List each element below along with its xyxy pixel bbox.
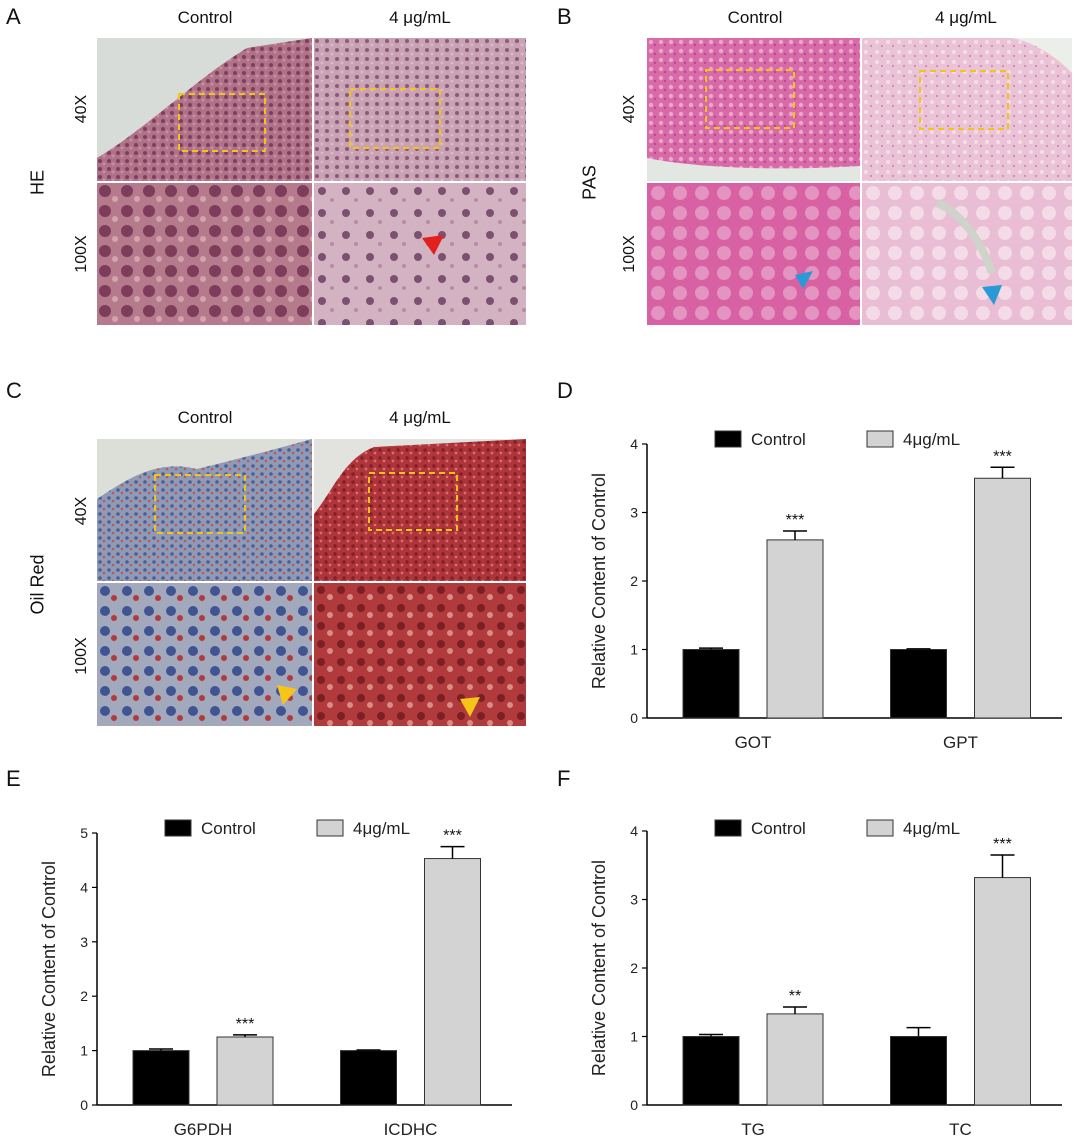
legend-label: Control <box>201 819 256 838</box>
significance-label: ** <box>789 988 801 1005</box>
row-label-100x: 100X <box>621 235 638 273</box>
bar-treated <box>424 858 481 1106</box>
significance-label: *** <box>786 512 805 529</box>
legend-swatch <box>316 819 344 837</box>
blue-arrow-icon <box>982 285 1002 305</box>
y-tick-label: 0 <box>80 1097 88 1113</box>
pas-control-40x-image <box>647 38 860 181</box>
oil-control-100x-image <box>97 583 312 726</box>
y-tick-label: 2 <box>630 960 638 976</box>
x-tick-label: GOT <box>735 733 772 752</box>
legend-swatch <box>714 430 742 448</box>
bar-treated <box>974 877 1031 1106</box>
legend-swatch <box>866 430 894 448</box>
panel-letter-d: D <box>557 378 573 403</box>
panel-letter-e: E <box>6 766 21 791</box>
pas-treated-40x-image <box>862 38 1072 181</box>
legend-swatch <box>866 819 894 837</box>
col-label-control: Control <box>177 8 233 27</box>
oil-treated-40x-image <box>314 439 526 581</box>
legend-label: 4μg/mL <box>353 819 410 838</box>
row-label-40x: 40X <box>73 94 90 124</box>
bar-treated <box>216 1036 274 1106</box>
y-tick-label: 3 <box>630 892 638 908</box>
row-label-40x: 40X <box>621 94 638 124</box>
bar-treated <box>974 477 1031 719</box>
legend-swatch <box>714 819 742 837</box>
panel-letter-b: B <box>557 4 572 29</box>
legend-label: Control <box>751 430 806 449</box>
bar-control <box>682 649 740 719</box>
yellow-arrow-icon <box>277 685 297 705</box>
oil-control-40x-image <box>97 439 312 581</box>
stain-label-oil-red: Oil Red <box>27 554 48 615</box>
y-tick-label: 0 <box>630 710 638 726</box>
x-tick-label: GPT <box>943 733 978 752</box>
y-tick-label: 2 <box>630 573 638 589</box>
y-tick-label: 1 <box>630 1029 638 1045</box>
stain-label-pas: PAS <box>579 165 600 200</box>
y-tick-label: 0 <box>630 1097 638 1113</box>
bar-control <box>682 1036 740 1106</box>
pas-treated-100x-image <box>862 183 1072 325</box>
col-label-control: Control <box>177 408 233 427</box>
significance-label: *** <box>993 448 1012 465</box>
bar-treated <box>766 539 824 719</box>
col-label-control: Control <box>727 8 783 27</box>
significance-label: *** <box>993 836 1012 853</box>
y-tick-label: 1 <box>80 1043 88 1059</box>
oil-treated-100x-image <box>314 583 526 726</box>
blue-arrow-icon <box>795 271 813 289</box>
bar-control <box>132 1050 190 1106</box>
legend-label: 4μg/mL <box>903 819 960 838</box>
panel-letter-a: A <box>6 4 21 29</box>
red-arrow-icon <box>422 235 444 255</box>
y-tick-label: 2 <box>80 988 88 1004</box>
y-tick-label: 4 <box>80 879 88 895</box>
he-control-40x-image <box>97 38 312 181</box>
y-axis-label: Relative Content of Control <box>39 861 59 1077</box>
y-axis-label: Relative Content of Control <box>589 473 609 689</box>
y-tick-label: 3 <box>630 505 638 521</box>
row-label-100x: 100X <box>73 235 90 273</box>
he-control-100x-image <box>97 183 312 325</box>
he-treated-40x-image <box>314 38 526 181</box>
x-tick-label: ICDHC <box>384 1120 438 1139</box>
col-label-treated: 4 μg/mL <box>935 8 997 27</box>
y-tick-label: 1 <box>630 642 638 658</box>
y-tick-label: 4 <box>630 823 638 839</box>
significance-label: *** <box>443 828 462 845</box>
col-label-treated: 4 μg/mL <box>389 408 451 427</box>
legend-label: 4μg/mL <box>903 430 960 449</box>
y-axis-label: Relative Content of Control <box>589 860 609 1076</box>
bar-control <box>340 1050 397 1106</box>
row-label-100x: 100X <box>73 637 90 675</box>
bar-control <box>890 649 947 719</box>
bar-control <box>890 1036 947 1106</box>
panel-letter-f: F <box>557 766 571 791</box>
legend-label: Control <box>751 819 806 838</box>
stain-label-he: HE <box>27 170 48 196</box>
x-tick-label: TC <box>949 1120 972 1139</box>
y-tick-label: 4 <box>630 436 638 452</box>
x-tick-label: TG <box>741 1120 765 1139</box>
row-label-40x: 40X <box>73 496 90 526</box>
legend-swatch <box>164 819 192 837</box>
col-label-treated: 4 μg/mL <box>389 8 451 27</box>
y-tick-label: 5 <box>80 825 88 841</box>
he-treated-100x-image <box>314 183 526 325</box>
yellow-arrow-icon <box>460 697 480 717</box>
panel-letter-c: C <box>6 378 22 403</box>
bar-treated <box>766 1013 824 1106</box>
y-tick-label: 3 <box>80 934 88 950</box>
significance-label: *** <box>236 1016 255 1033</box>
pas-control-100x-image <box>647 183 860 325</box>
x-tick-label: G6PDH <box>174 1120 233 1139</box>
